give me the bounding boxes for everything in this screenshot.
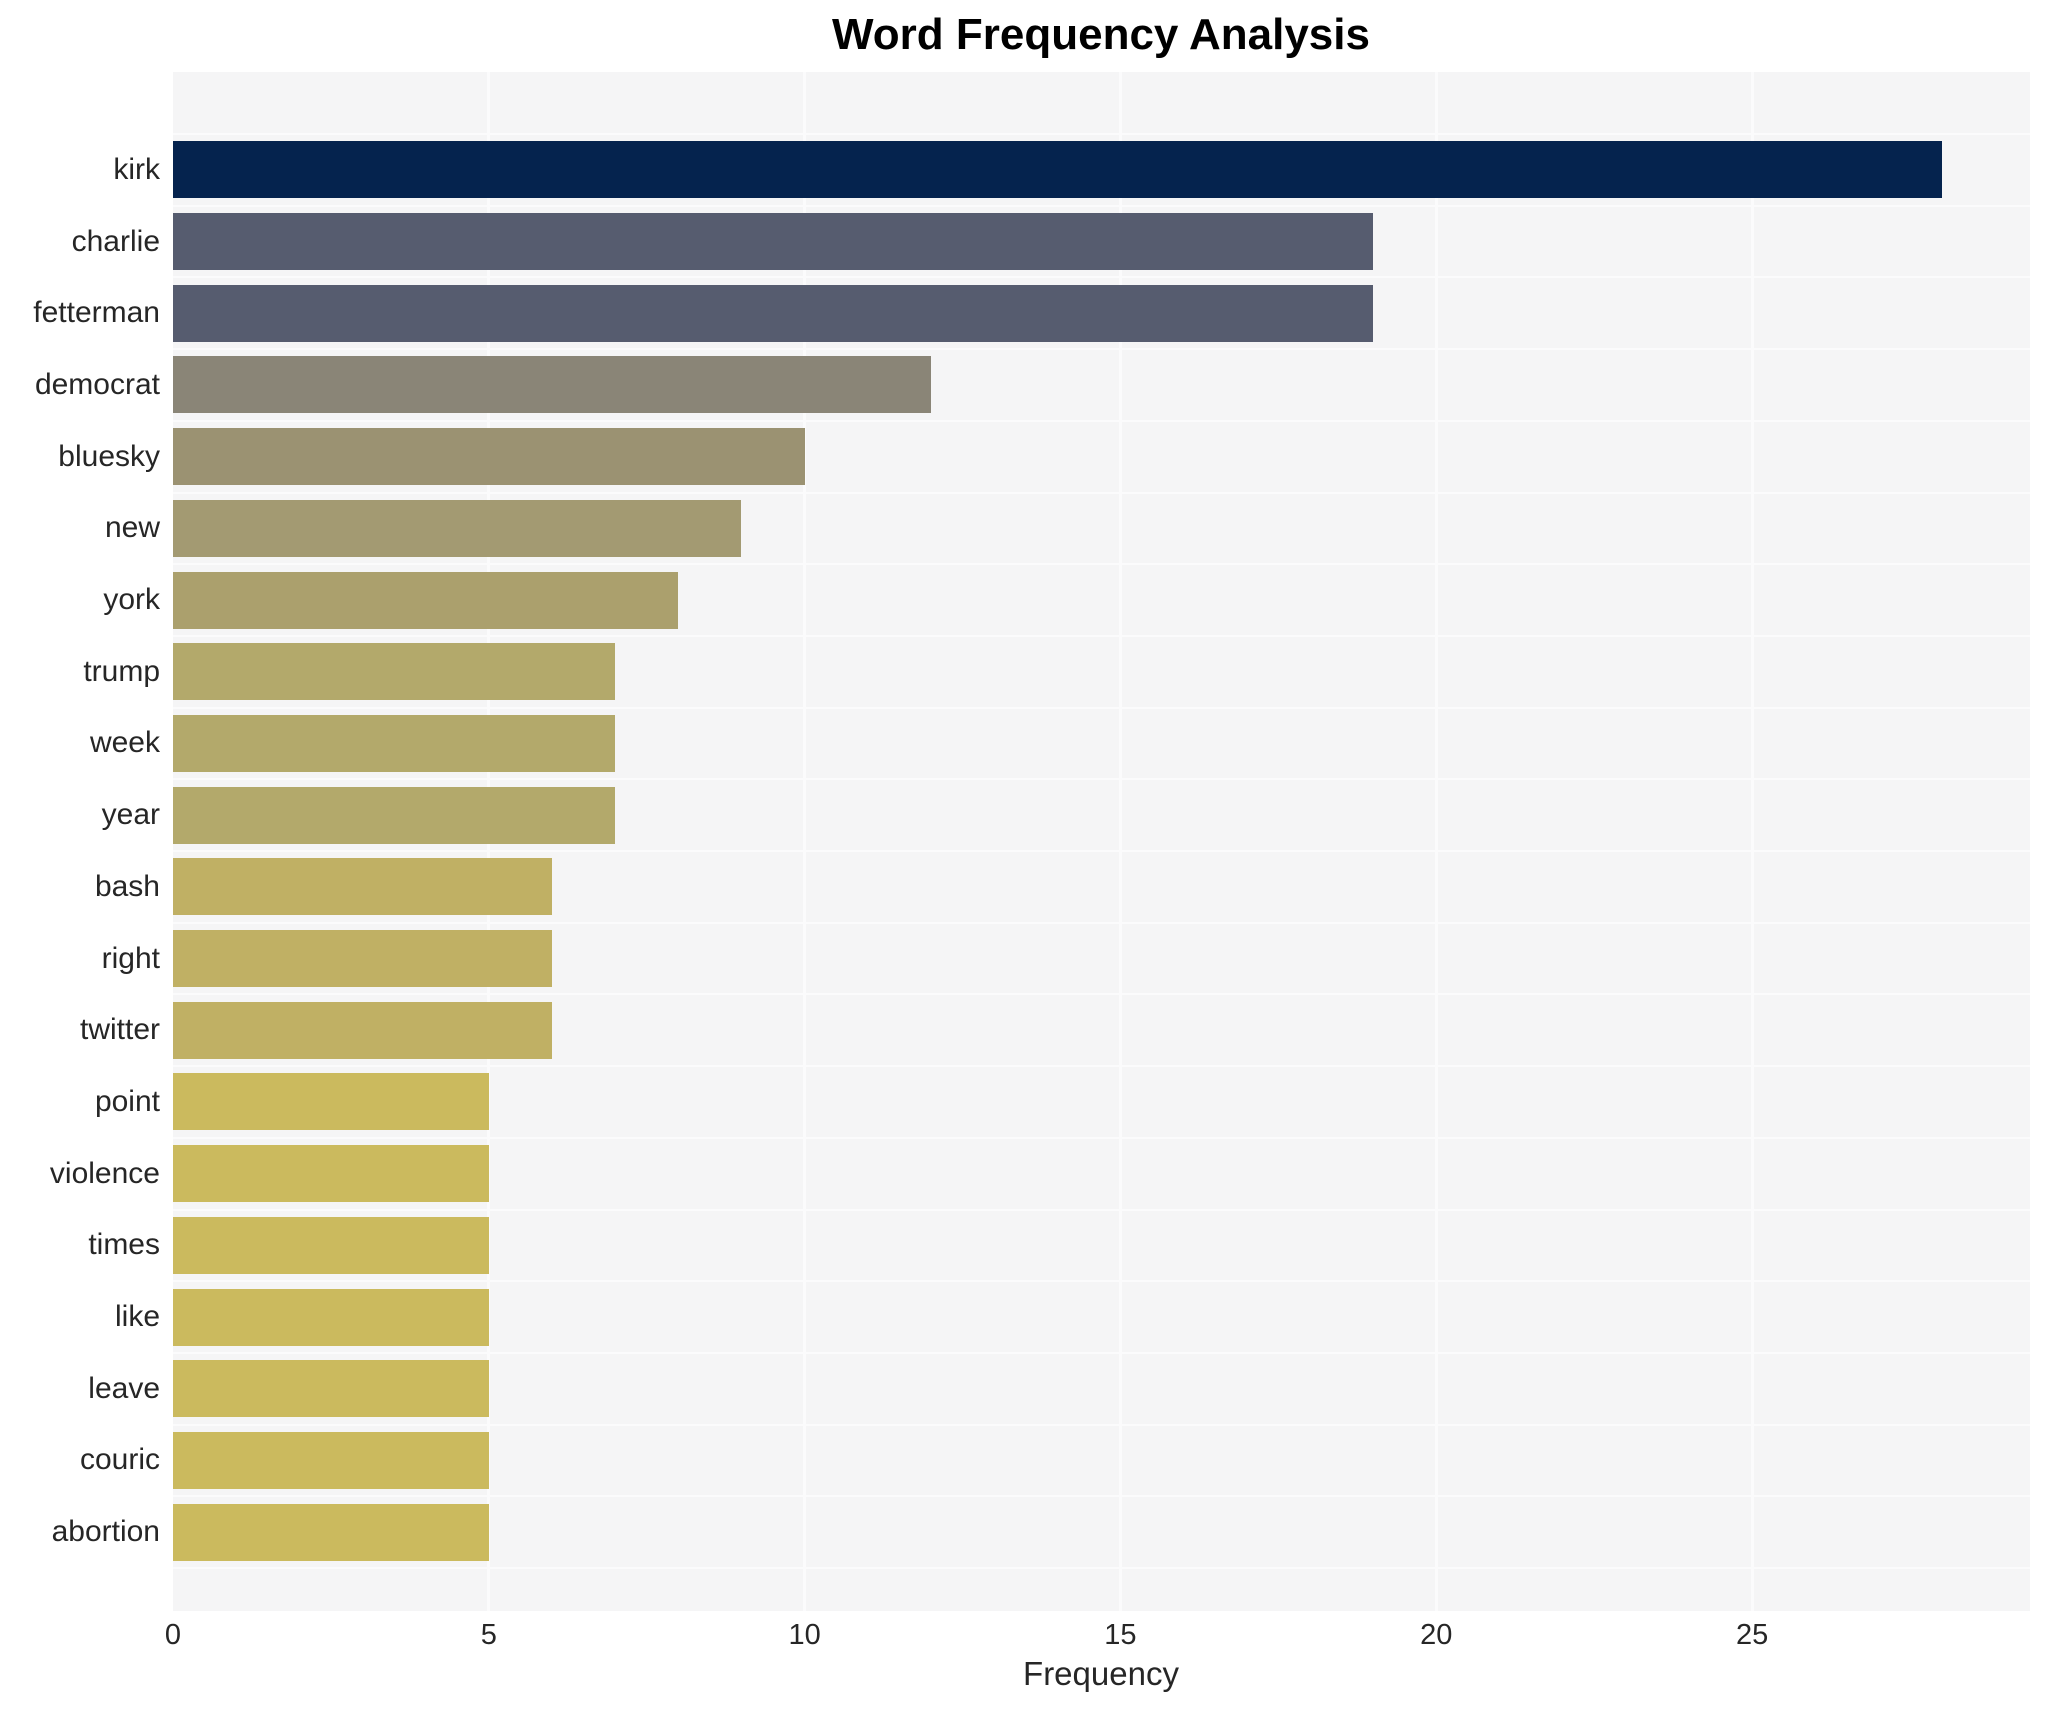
bar-couric xyxy=(173,1431,489,1489)
vertical-gridline xyxy=(803,72,807,1611)
x-axis-title: Frequency xyxy=(1023,1655,1179,1692)
horizontal-gridline xyxy=(173,1280,2030,1283)
y-tick-label-abortion: abortion xyxy=(51,1515,160,1549)
y-tick-label-year: year xyxy=(101,798,160,832)
bar-point xyxy=(173,1073,489,1131)
y-tick-label-point: point xyxy=(94,1084,160,1118)
horizontal-gridline xyxy=(173,1065,2030,1068)
x-tick-label-25: 25 xyxy=(1735,1619,1769,1651)
bar-leave xyxy=(173,1360,489,1418)
vertical-gridline xyxy=(1434,72,1438,1611)
horizontal-gridline xyxy=(173,133,2030,135)
horizontal-gridline xyxy=(173,491,2030,494)
bar-week xyxy=(173,714,616,772)
y-tick-label-york: york xyxy=(103,583,160,617)
y-tick-label-new: new xyxy=(104,511,160,545)
horizontal-gridline xyxy=(173,1567,2030,1569)
bar-charlie xyxy=(173,213,1374,271)
horizontal-gridline xyxy=(173,706,2030,709)
bar-democrat xyxy=(173,356,931,414)
vertical-gridline xyxy=(1750,72,1754,1611)
x-tick-label-0: 0 xyxy=(164,1619,182,1651)
horizontal-gridline xyxy=(173,348,2030,351)
bar-bluesky xyxy=(173,428,805,486)
bar-trump xyxy=(173,643,616,701)
horizontal-gridline xyxy=(173,921,2030,924)
bar-right xyxy=(173,930,552,988)
bar-york xyxy=(173,571,679,629)
y-tick-label-bluesky: bluesky xyxy=(58,439,160,473)
x-tick-label-15: 15 xyxy=(1104,1619,1137,1651)
bar-times xyxy=(173,1216,489,1274)
y-tick-label-trump: trump xyxy=(83,654,160,688)
horizontal-gridline xyxy=(173,1351,2030,1354)
bar-abortion xyxy=(173,1503,489,1561)
bar-bash xyxy=(173,858,552,916)
bar-violence xyxy=(173,1145,489,1203)
horizontal-gridline xyxy=(173,276,2030,279)
y-tick-label-bash: bash xyxy=(94,869,160,903)
horizontal-gridline xyxy=(173,850,2030,852)
y-tick-label-right: right xyxy=(101,941,160,975)
y-tick-label-charlie: charlie xyxy=(71,224,160,258)
horizontal-gridline xyxy=(173,1495,2030,1498)
horizontal-gridline xyxy=(173,1208,2030,1211)
horizontal-gridline xyxy=(173,419,2030,422)
y-tick-label-violence: violence xyxy=(49,1156,160,1190)
x-tick-label-20: 20 xyxy=(1420,1619,1453,1651)
horizontal-gridline xyxy=(173,634,2030,637)
horizontal-gridline xyxy=(173,1136,2030,1139)
y-tick-label-democrat: democrat xyxy=(34,367,160,401)
horizontal-gridline xyxy=(173,778,2030,781)
y-tick-label-couric: couric xyxy=(79,1443,160,1477)
y-tick-label-twitter: twitter xyxy=(79,1013,160,1047)
bar-kirk xyxy=(173,141,1942,199)
horizontal-gridline xyxy=(173,563,2030,566)
bar-fetterman xyxy=(173,284,1374,342)
bar-year xyxy=(173,786,616,844)
chart-title: Word Frequency Analysis xyxy=(832,10,1370,59)
y-tick-label-times: times xyxy=(88,1228,160,1262)
y-tick-label-like: like xyxy=(114,1300,160,1334)
plot-area xyxy=(173,72,2030,1611)
x-tick-label-10: 10 xyxy=(788,1619,821,1651)
horizontal-gridline xyxy=(173,204,2030,207)
bar-twitter xyxy=(173,1001,552,1059)
x-tick-label-5: 5 xyxy=(480,1619,497,1651)
y-tick-label-leave: leave xyxy=(88,1371,160,1405)
bar-new xyxy=(173,499,742,557)
y-tick-label-week: week xyxy=(89,726,160,760)
y-tick-label-fetterman: fetterman xyxy=(33,296,160,330)
horizontal-gridline xyxy=(173,1423,2030,1426)
y-tick-label-kirk: kirk xyxy=(113,152,160,186)
bar-like xyxy=(173,1288,489,1346)
vertical-gridline xyxy=(1118,72,1122,1611)
horizontal-gridline xyxy=(173,993,2030,996)
